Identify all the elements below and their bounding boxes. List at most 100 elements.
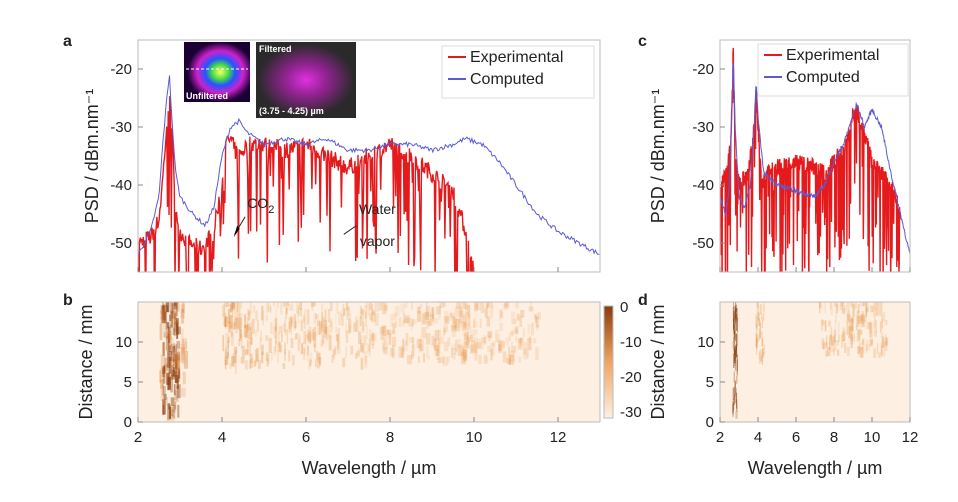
- heat-cell: [437, 341, 441, 354]
- heat-cell: [180, 343, 185, 361]
- heat-cell: [885, 319, 888, 326]
- heat-cell: [283, 323, 286, 332]
- heat-cell: [288, 350, 291, 362]
- heat-cell: [863, 302, 867, 307]
- heat-cell: [419, 338, 422, 351]
- heat-cell: [465, 323, 471, 330]
- heat-cell: [518, 338, 521, 348]
- heat-cell: [374, 302, 379, 312]
- heat-cell: [286, 328, 289, 344]
- heat-cell: [249, 337, 253, 345]
- heat-cell: [336, 334, 339, 350]
- heat-cell: [398, 317, 402, 327]
- heat-cell: [335, 313, 337, 325]
- heat-cell: [163, 365, 166, 373]
- heat-cell: [419, 303, 423, 308]
- heat-cell: [457, 338, 461, 349]
- heat-cell: [455, 339, 458, 352]
- heat-cell: [319, 356, 322, 365]
- y-tick-label: 0: [706, 414, 714, 431]
- heat-cell: [734, 345, 736, 363]
- heat-cell: [353, 322, 357, 332]
- heat-cell: [171, 365, 175, 377]
- heat-cell: [869, 322, 873, 339]
- heat-cell: [253, 305, 256, 313]
- heat-cell: [313, 312, 317, 324]
- heat-cell: [873, 348, 877, 358]
- heat-cell: [282, 363, 286, 369]
- heat-cell: [838, 334, 840, 343]
- heat-cell: [229, 315, 233, 329]
- heat-cell: [164, 357, 168, 367]
- heat-cell: [425, 302, 429, 314]
- heat-cell: [734, 323, 736, 335]
- heat-cell: [469, 326, 472, 340]
- heat-cell: [443, 324, 449, 332]
- heat-cell: [733, 330, 736, 339]
- heat-cell: [347, 306, 350, 316]
- heat-cell: [234, 346, 238, 354]
- heat-cell: [846, 313, 850, 321]
- heat-cell: [230, 302, 233, 313]
- heat-cell: [485, 302, 491, 308]
- heat-cell: [853, 332, 855, 342]
- heat-cell: [411, 319, 414, 327]
- heat-cell: [518, 356, 522, 363]
- heat-cell: [736, 317, 739, 333]
- heat-cell: [879, 302, 883, 317]
- heat-cell: [437, 357, 442, 364]
- heat-cell: [348, 324, 351, 335]
- heat-cell: [160, 305, 164, 314]
- heat-cell: [405, 315, 410, 323]
- heat-cell: [756, 317, 759, 328]
- heat-cell: [405, 332, 409, 346]
- heat-cell: [733, 347, 735, 355]
- heat-cell: [243, 325, 248, 337]
- heat-cell: [290, 338, 294, 349]
- heat-cell: [180, 304, 185, 319]
- y-tick-label: 5: [124, 374, 132, 391]
- heat-cell: [317, 356, 320, 363]
- heat-cell: [404, 317, 409, 324]
- heat-cell: [834, 302, 837, 307]
- heat-cell: [842, 327, 845, 342]
- heat-cell: [303, 313, 305, 329]
- heat-cell: [477, 342, 482, 349]
- heat-cell: [250, 358, 253, 369]
- heat-cell: [246, 339, 249, 354]
- heat-cell: [859, 314, 863, 322]
- heat-cell: [162, 341, 165, 356]
- heat-cell: [758, 312, 760, 326]
- heat-cell: [732, 404, 734, 415]
- heat-cell: [468, 314, 471, 327]
- heat-cell: [841, 302, 844, 313]
- heat-cell: [756, 339, 758, 350]
- heat-cell: [364, 351, 368, 365]
- panel-c: -20 -30 -40 -50 PSD / dBm.nm⁻¹ Experimental Co…: [648, 39, 911, 273]
- heat-cell: [527, 323, 531, 334]
- heat-cell: [487, 345, 491, 353]
- heat-cell: [290, 317, 294, 328]
- heat-cell: [177, 368, 181, 379]
- heat-cell: [462, 349, 468, 360]
- heat-cell: [233, 322, 236, 330]
- heat-cell: [361, 321, 365, 333]
- heat-cell: [883, 340, 886, 356]
- heat-cell: [313, 327, 316, 341]
- heat-cell: [498, 339, 504, 351]
- heat-cell: [346, 306, 350, 320]
- heat-cell: [360, 343, 364, 352]
- heat-cell: [463, 341, 469, 348]
- heat-cell: [843, 330, 846, 341]
- heat-cell: [234, 350, 237, 362]
- heat-cell: [340, 310, 342, 320]
- heat-cell: [736, 308, 738, 321]
- series-computed-line: [720, 62, 910, 254]
- heat-cell: [425, 312, 429, 324]
- heat-cell: [293, 313, 297, 329]
- heat-cell: [225, 333, 229, 349]
- heat-cell: [167, 403, 170, 410]
- heat-cell: [403, 312, 406, 324]
- heat-cell: [328, 335, 332, 351]
- heat-cell: [880, 332, 884, 339]
